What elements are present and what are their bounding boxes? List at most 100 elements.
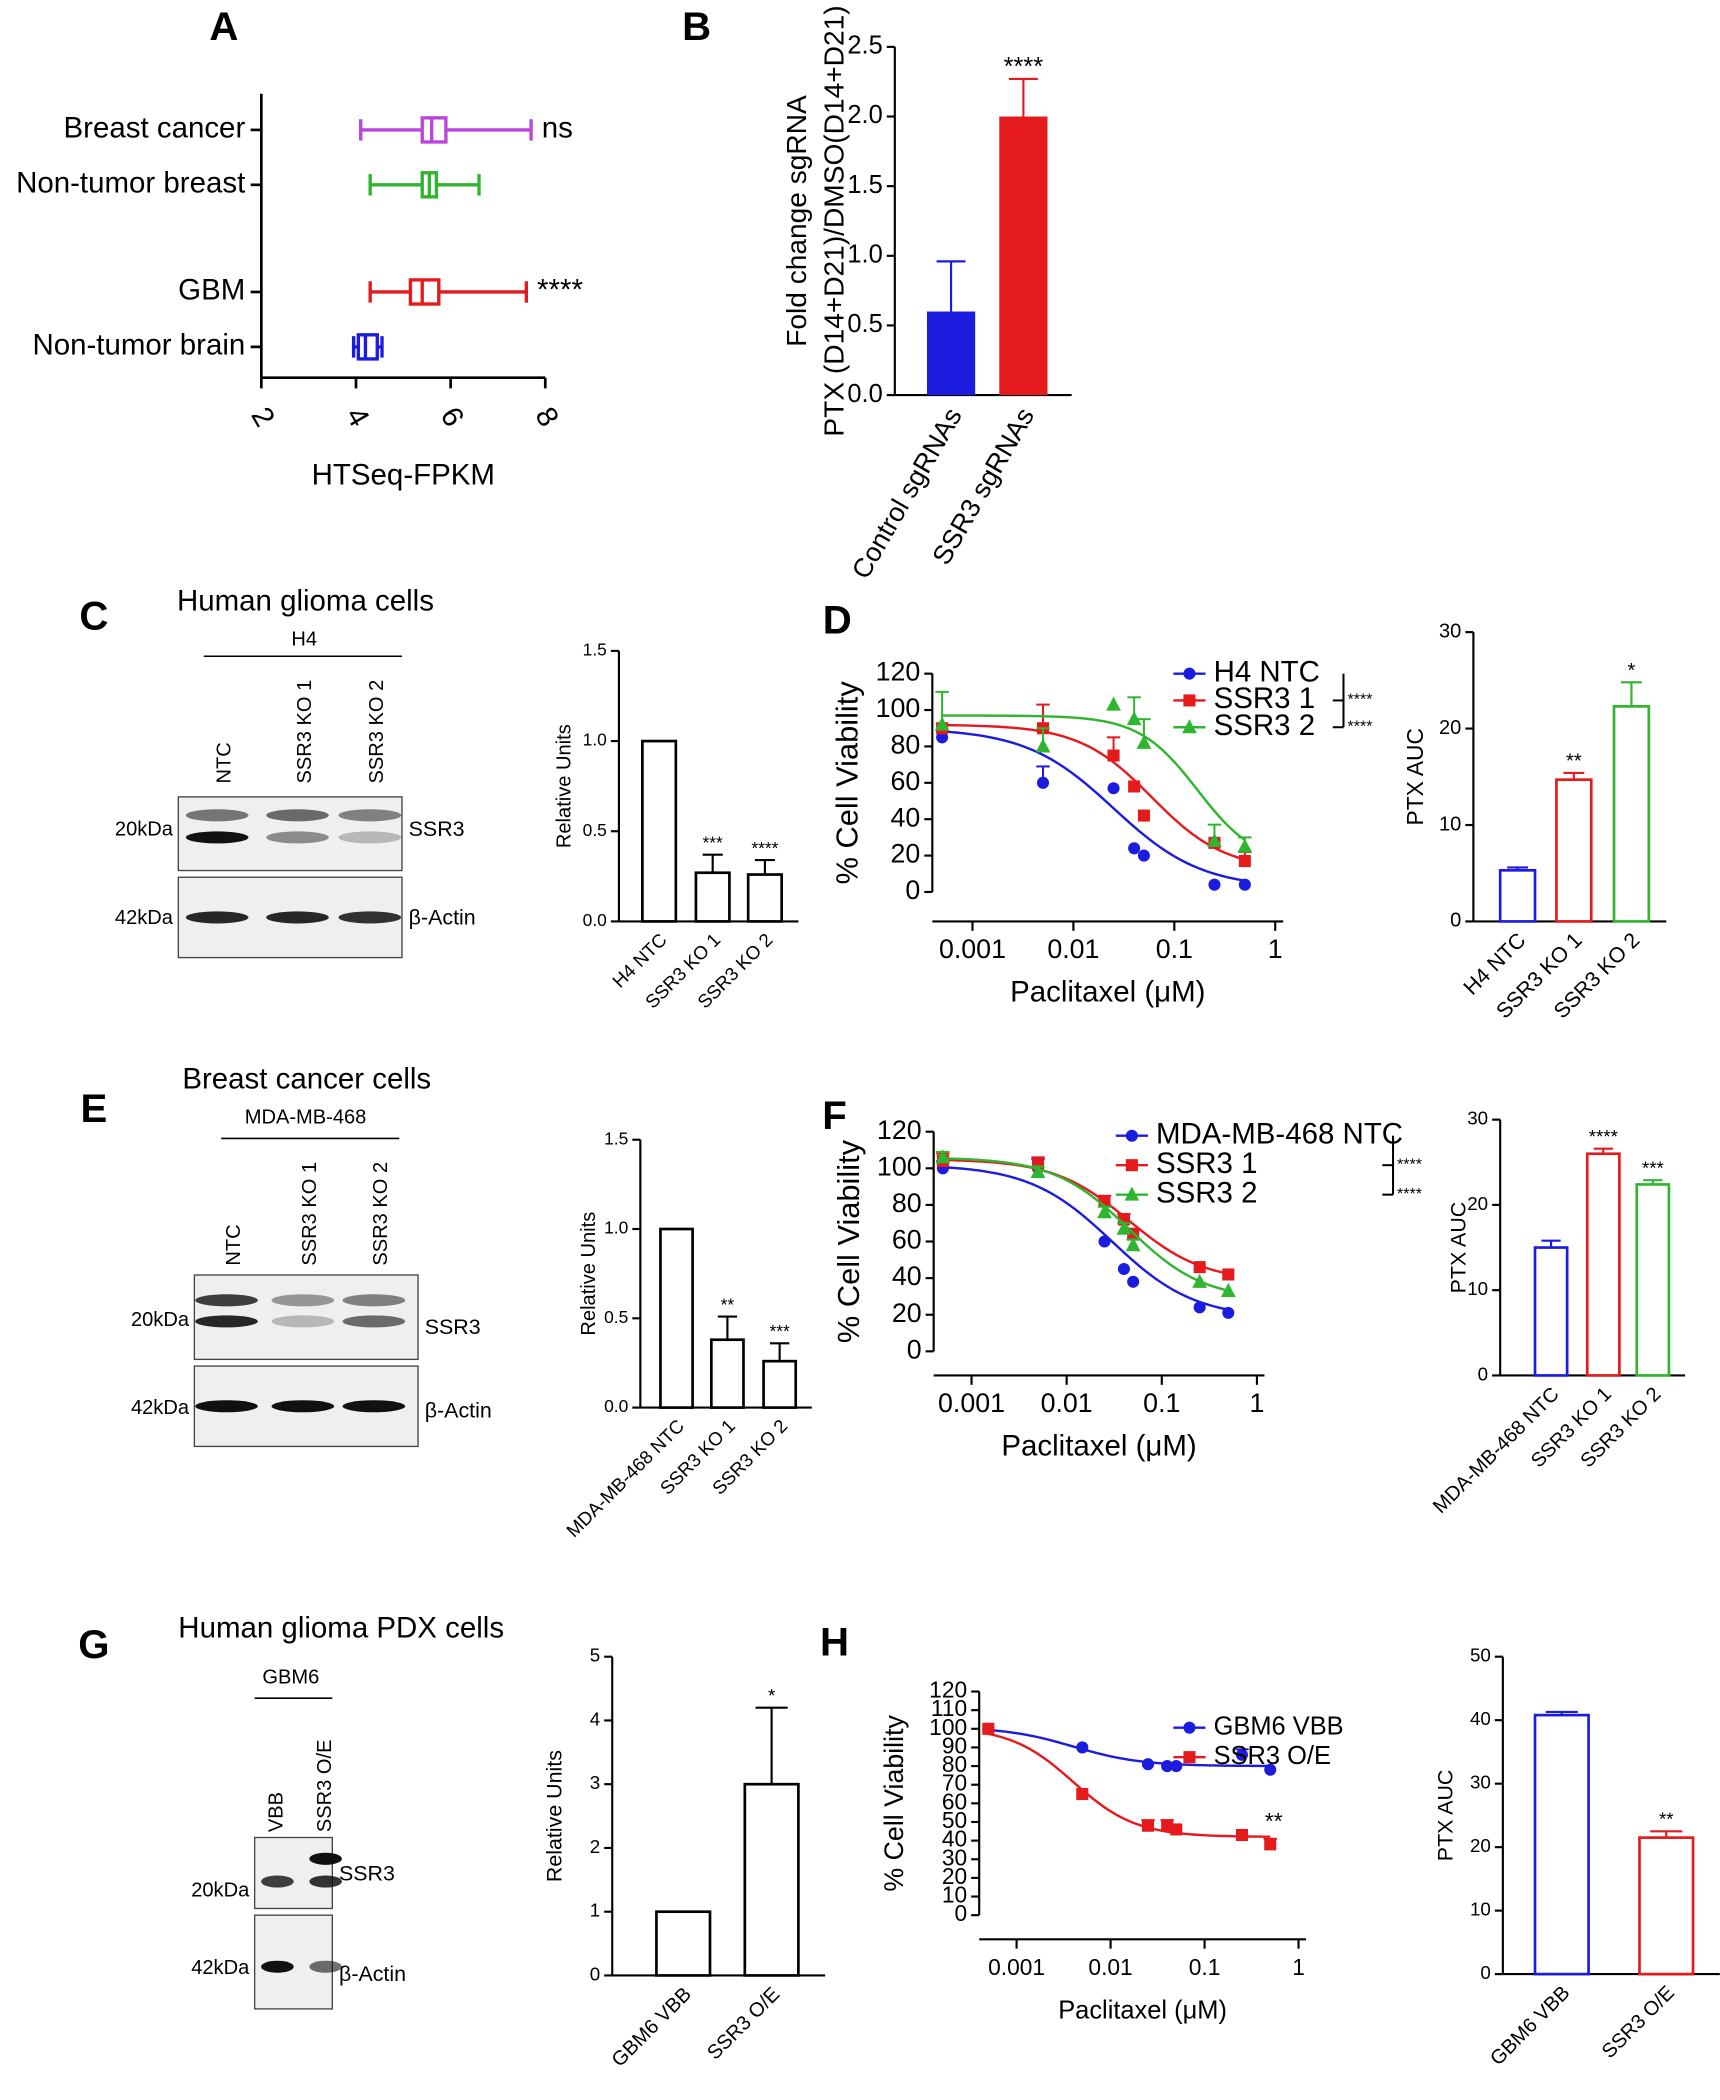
marker: [1161, 1819, 1174, 1832]
y-tick-label: 20: [892, 1298, 922, 1328]
box: [356, 333, 379, 361]
annotation: *: [768, 1685, 775, 1706]
y-tick-label: 40: [890, 802, 920, 832]
band: [338, 911, 402, 924]
y-tick-label: 1.0: [847, 241, 882, 269]
marker: [1192, 1273, 1208, 1288]
marker: [1170, 1823, 1183, 1836]
marker: [1136, 734, 1152, 749]
band: [266, 911, 329, 924]
y-axis-label: PTX AUC: [1433, 1770, 1457, 1862]
y-tick-label: 40: [942, 1826, 967, 1852]
legend-label: GBM6 VBB: [1214, 1712, 1344, 1740]
bar: [694, 871, 731, 923]
x-tick-label: 2: [244, 402, 281, 433]
y-tick-label: 10: [1439, 813, 1461, 835]
band: [185, 809, 249, 822]
marker: [1107, 782, 1120, 795]
annotation: ****: [1004, 53, 1044, 81]
y-tick-label: 1.5: [847, 171, 882, 199]
legend-label: SSR3 O/E: [1214, 1742, 1331, 1770]
y-tick-label: 80: [942, 1751, 967, 1777]
marker-label: 42kDa: [131, 1397, 190, 1419]
marker-label: 42kDa: [191, 1957, 250, 1979]
marker: [1208, 878, 1221, 891]
y-axis-label: PTX (D14+D21)/DMSO(D14+D21): [818, 5, 849, 436]
x-tick-label: 1: [1292, 1954, 1305, 1980]
marker: [1127, 1275, 1140, 1288]
annotation: ***: [1642, 1157, 1664, 1178]
fit-curve: [942, 730, 1246, 882]
x-tick-label: 1: [1268, 934, 1283, 964]
marker: [1030, 1163, 1046, 1178]
x-tick-label: 6: [434, 402, 471, 433]
y-tick-label: 5: [590, 1645, 600, 1666]
x-tick-label: GBM6 VBB: [1486, 1982, 1574, 2070]
blot-frame: [253, 1836, 333, 1910]
marker: [1097, 1204, 1112, 1219]
y-tick-label: 90: [942, 1732, 967, 1758]
band: [195, 1400, 258, 1413]
marker: [1035, 738, 1051, 753]
band: [271, 1400, 335, 1413]
x-tick-label: 8: [528, 402, 565, 433]
y-tick-label: 2.0: [847, 101, 882, 129]
band: [338, 831, 402, 844]
marker: [1193, 1301, 1206, 1314]
y-tick-label: 0.5: [847, 310, 882, 338]
marker-label: 20kDa: [191, 1879, 250, 1901]
bar: [659, 1227, 694, 1409]
bar: [762, 1359, 798, 1409]
x-tick-label: 0.01: [1041, 1388, 1093, 1418]
y-tick-label: 0: [590, 1963, 600, 1984]
protein-label: SSR3: [425, 1315, 481, 1339]
y-tick-label: 20: [890, 839, 920, 869]
panel-label: B: [682, 4, 711, 49]
marker: [1237, 838, 1253, 853]
bar: [746, 873, 783, 923]
y-axis-label: PTX AUC: [1402, 728, 1428, 825]
marker: [1182, 719, 1197, 734]
band: [195, 1294, 258, 1307]
x-tick-label: SSR3 O/E: [1598, 1982, 1679, 2063]
marker: [1222, 1306, 1235, 1319]
x-tick-label: 1: [1249, 1388, 1264, 1418]
marker: [1125, 1159, 1138, 1172]
marker: [1141, 1819, 1155, 1832]
box: [408, 278, 441, 306]
protein-label: SSR3: [409, 817, 465, 841]
annotation: ****: [1589, 1126, 1618, 1147]
blot-group: H4: [291, 628, 317, 650]
marker: [1207, 832, 1222, 848]
y-tick-label: 0.0: [583, 910, 607, 930]
bar: [709, 1338, 745, 1409]
band: [266, 831, 329, 844]
bar: [1533, 1246, 1569, 1377]
y-axis-label: Relative Units: [554, 724, 576, 848]
y-tick-label: 0.5: [583, 820, 607, 840]
marker: [982, 1722, 995, 1735]
y-tick-label: 0: [907, 1334, 922, 1364]
blot-title: Breast cancer cells: [182, 1063, 431, 1096]
band: [309, 1852, 342, 1865]
marker: [1183, 694, 1196, 707]
marker: [1125, 1237, 1141, 1252]
bar: [926, 311, 976, 396]
legend-label: SSR3 2: [1156, 1176, 1258, 1209]
marker: [1170, 1760, 1183, 1773]
band: [185, 831, 249, 844]
y-tick-label: 0: [1450, 910, 1461, 932]
band: [185, 911, 249, 924]
y-tick-label: 0.5: [604, 1307, 628, 1327]
bar: [1638, 1836, 1695, 1976]
y-tick-label: 30: [1470, 1772, 1491, 1793]
lane-label: VBB: [266, 1792, 288, 1832]
x-axis-label: Paclitaxel (μM): [1001, 1430, 1196, 1463]
y-tick-label: 1.0: [604, 1218, 628, 1238]
x-tick-label: 0.1: [1143, 1388, 1180, 1418]
band: [266, 809, 329, 822]
fit-curve: [988, 1728, 1271, 1768]
y-tick-label: GBM: [178, 274, 245, 307]
bar: [1555, 778, 1593, 923]
y-tick-label: 2: [590, 1836, 600, 1857]
